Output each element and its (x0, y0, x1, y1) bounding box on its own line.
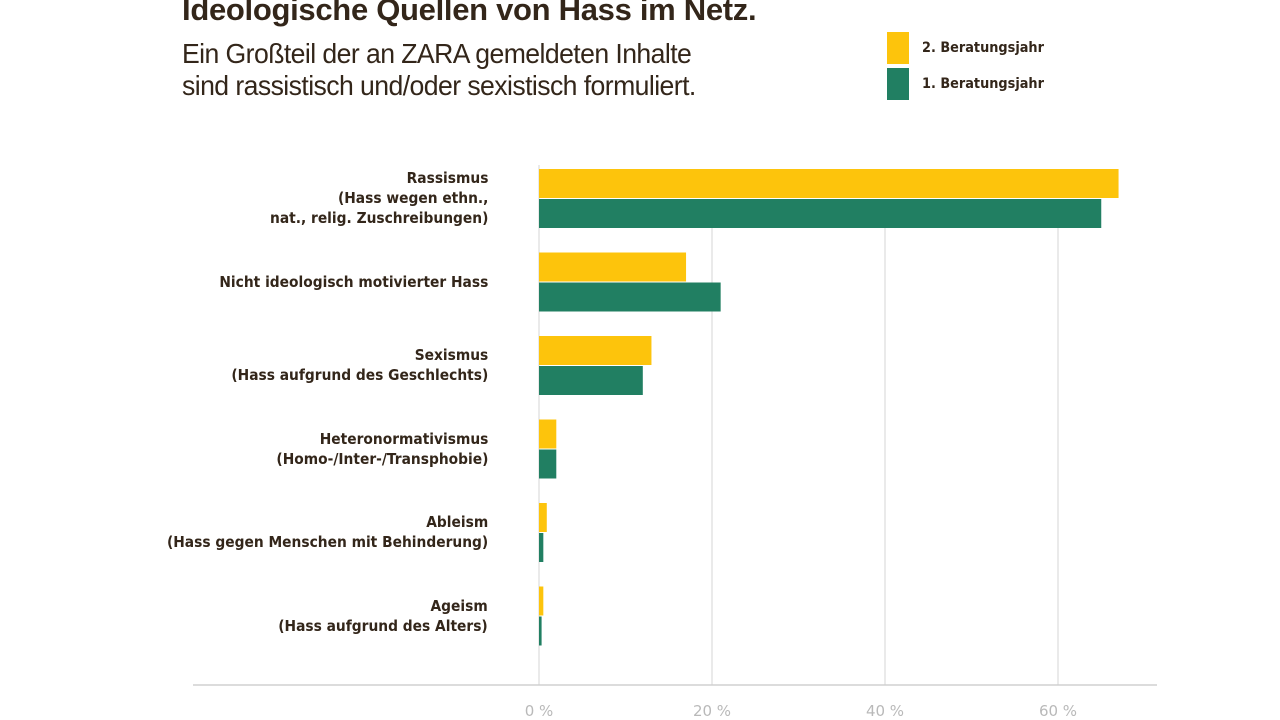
chart-subtitle: Ein Großteil der an ZARA gemeldeten Inha… (182, 38, 696, 102)
category-label: Nicht ideologisch motivierter Hass (219, 272, 488, 291)
bar-year-1 (539, 282, 721, 312)
x-tick-label: 0 % (525, 702, 554, 720)
bar-year-2 (539, 252, 687, 282)
bar-year-2 (539, 169, 1119, 198)
category-label: Ableism (Hass gegen Menschen mit Behinde… (166, 513, 488, 551)
category-label: Rassismus (Hass wegen ethn., nat., relig… (269, 169, 488, 227)
legend-item-year-1: 1. Beratungsjahr (887, 68, 1055, 100)
legend-label: 1. Beratungsjahr (922, 76, 1044, 92)
subtitle-line-2: sind rassistisch und/oder sexistisch for… (182, 70, 696, 101)
bar-year-2 (539, 419, 557, 449)
legend-label: 2. Beratungsjahr (922, 40, 1044, 56)
bar-year-1 (539, 366, 643, 395)
bar-year-2 (539, 503, 547, 532)
category-label: Heteronormativismus (Homo-/Inter-/Transp… (276, 429, 488, 468)
bar-year-2 (539, 586, 544, 616)
legend-swatch-green (887, 68, 909, 100)
legend-swatch-yellow (887, 32, 909, 64)
bar-year-2 (539, 336, 652, 365)
bar-year-1 (539, 199, 1102, 228)
legend-item-year-2: 2. Beratungsjahr (887, 32, 1055, 64)
bar-year-1 (539, 449, 557, 479)
subtitle-line-1: Ein Großteil der an ZARA gemeldeten Inha… (182, 38, 692, 69)
x-tick-label: 60 % (1039, 702, 1077, 720)
category-label: Ageism (Hass aufgrund des Alters) (278, 596, 488, 635)
chart-title: Ideologische Quellen von Hass im Netz. (182, 0, 757, 27)
bar-year-1 (539, 616, 542, 646)
bar-year-1 (539, 533, 544, 562)
x-tick-label: 20 % (693, 702, 731, 720)
category-label: Sexismus (Hass aufgrund des Geschlechts) (231, 346, 488, 384)
x-tick-label: 40 % (866, 702, 904, 720)
